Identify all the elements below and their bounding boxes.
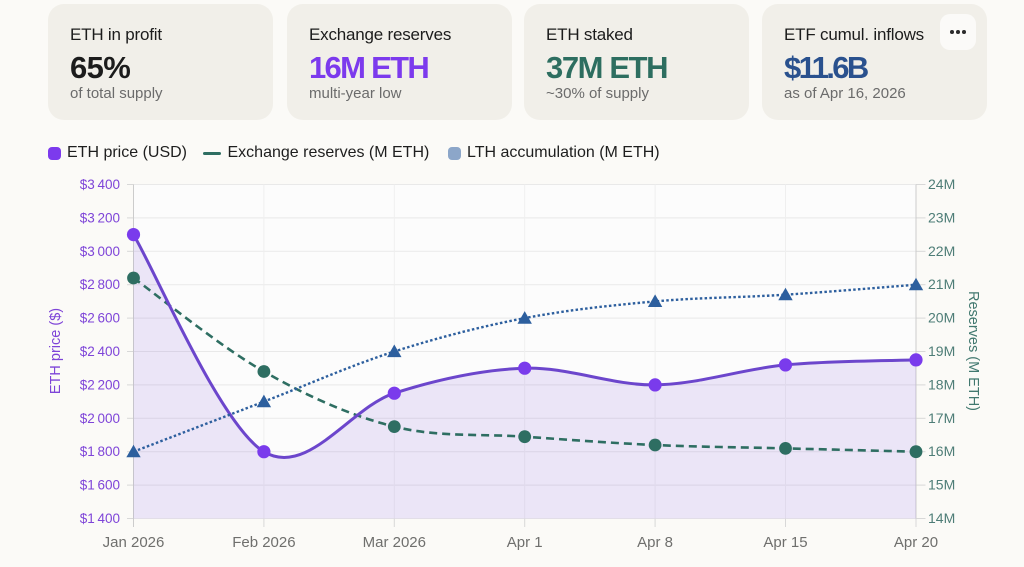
svg-text:16M: 16M — [928, 443, 955, 459]
svg-text:$2 200: $2 200 — [80, 377, 120, 392]
svg-text:Jan 2026: Jan 2026 — [103, 534, 165, 551]
svg-text:Mar 2026: Mar 2026 — [363, 534, 426, 551]
svg-text:$1 800: $1 800 — [80, 444, 120, 459]
svg-text:20M: 20M — [928, 310, 955, 326]
svg-text:15M: 15M — [928, 477, 955, 493]
svg-text:$3 000: $3 000 — [80, 244, 120, 259]
svg-text:21M: 21M — [928, 276, 955, 292]
svg-text:Reserves (M ETH): Reserves (M ETH) — [965, 291, 981, 411]
svg-text:$3 200: $3 200 — [80, 210, 120, 225]
svg-text:18M: 18M — [928, 376, 955, 392]
svg-text:Apr 1: Apr 1 — [507, 534, 543, 551]
svg-text:ETH price ($): ETH price ($) — [48, 308, 64, 394]
svg-text:$1 400: $1 400 — [80, 511, 120, 526]
svg-text:$3 400: $3 400 — [80, 177, 120, 192]
svg-text:24M: 24M — [928, 176, 955, 192]
svg-text:$2 800: $2 800 — [80, 277, 120, 292]
svg-text:22M: 22M — [928, 243, 955, 259]
svg-text:Feb 2026: Feb 2026 — [232, 534, 295, 551]
svg-text:Apr 20: Apr 20 — [894, 534, 938, 551]
svg-text:$2 000: $2 000 — [80, 411, 120, 426]
svg-text:$2 600: $2 600 — [80, 311, 120, 326]
svg-text:23M: 23M — [928, 209, 955, 225]
svg-text:Apr 15: Apr 15 — [763, 534, 807, 551]
svg-text:19M: 19M — [928, 343, 955, 359]
svg-text:Apr 8: Apr 8 — [637, 534, 673, 551]
svg-text:$1 600: $1 600 — [80, 478, 120, 493]
svg-text:$2 400: $2 400 — [80, 344, 120, 359]
svg-text:17M: 17M — [928, 410, 955, 426]
svg-text:14M: 14M — [928, 510, 955, 526]
